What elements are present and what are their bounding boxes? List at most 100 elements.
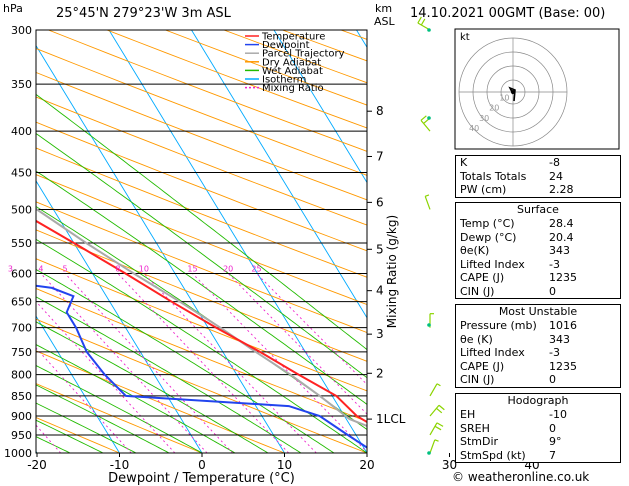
wet-adiabat-line	[36, 384, 170, 453]
wind-barb	[429, 422, 438, 436]
hodograph-ring-label: 10	[499, 94, 509, 103]
asl-unit-label: ASL	[374, 15, 395, 28]
table-row: CAPE (J) 1235	[456, 271, 620, 285]
row-key: Lifted Index	[460, 346, 525, 359]
most-unstable-table: Most Unstable Pressure (mb) 1016 θe (K) 343 L…	[455, 304, 621, 388]
table-row: Temp (°C) 28.4	[456, 217, 620, 231]
x-tick-label: 20	[359, 458, 374, 472]
pressure-tick-label: 850	[11, 390, 32, 403]
km-tick-label: 7	[376, 149, 384, 163]
row-value: 28.4	[549, 217, 574, 230]
isotherm-line	[273, 30, 367, 184]
x-tick-label: 10	[277, 458, 292, 472]
hodograph-ring-label: 20	[489, 104, 499, 113]
legend-label: Isotherm	[262, 75, 306, 86]
dry-adiabat-line	[36, 96, 367, 226]
plot-area	[36, 30, 367, 453]
wind-barb-flag	[434, 439, 439, 442]
row-value: 1235	[549, 359, 577, 373]
wind-barb-flag	[434, 425, 442, 431]
isotherm-line	[108, 30, 367, 453]
row-value: 1235	[549, 271, 577, 284]
dry-adiabat-line	[36, 71, 367, 201]
row-value: -8	[549, 156, 560, 169]
table-row: CIN (J) 0	[456, 285, 620, 299]
wind-barb-flag	[436, 422, 444, 427]
dry-adiabat-line	[36, 47, 367, 176]
wind-barb-flag	[417, 16, 422, 24]
wind-barb-flag	[436, 383, 441, 387]
dry-adiabat-line	[36, 121, 367, 252]
mixing-ratio-line	[40, 273, 208, 453]
wind-marker	[427, 28, 431, 32]
mixing-ratio-label: 20	[223, 265, 233, 274]
isotherm-line	[36, 315, 120, 453]
x-tick-label: 0	[198, 458, 206, 472]
table-row: Dewp (°C) 20.4	[456, 231, 620, 245]
mixing-ratio-line	[64, 273, 234, 453]
legend-label: Dewpoint	[262, 40, 310, 51]
table-row: CIN (J) 0	[456, 373, 620, 387]
pressure-tick-label: 600	[11, 268, 32, 281]
wind-barb	[429, 439, 436, 454]
legend-label: Mixing Ratio	[262, 83, 324, 94]
mixing-ratio-line	[192, 273, 367, 453]
hodograph-center	[511, 90, 515, 94]
table-row: θe(K) 343	[456, 244, 620, 258]
isotherm-line	[191, 30, 367, 319]
credit-text: © weatheronline.co.uk	[452, 470, 590, 484]
row-key: Pressure (mb)	[460, 319, 537, 332]
wet-adiabat-line	[36, 205, 367, 431]
row-value: 0	[549, 421, 556, 435]
row-value: 20.4	[549, 230, 574, 244]
mixing-ratio-label: 5	[63, 265, 68, 274]
mixing-ratio-label: 4	[38, 265, 43, 274]
wet-adiabat-line	[36, 365, 203, 453]
pressure-tick-label: 550	[11, 237, 32, 250]
hodograph-ring-label: 30	[479, 114, 489, 123]
station-location: 25°45'N 279°23'W 3m ASL	[56, 6, 231, 21]
table-row: CAPE (J) 1235	[456, 360, 620, 374]
wind-barb-flag	[425, 194, 430, 197]
legend-label: Parcel Trajectory	[262, 49, 345, 60]
mixing-ratio-line	[256, 273, 367, 386]
km-tick-label: 3	[376, 327, 384, 341]
dry-adiabat-line	[36, 350, 285, 453]
row-value: 343	[549, 332, 570, 346]
mixing-ratio-label: 25	[251, 265, 261, 274]
row-value: 343	[549, 244, 570, 257]
hpa-unit-label: hPa	[3, 2, 23, 15]
pressure-tick-label: 700	[11, 322, 32, 335]
wet-adiabat-line	[36, 344, 236, 453]
row-key: Temp (°C)	[460, 217, 515, 230]
row-value: 1016	[549, 319, 577, 332]
dewpoint-line	[36, 284, 367, 449]
wind-barb	[420, 119, 431, 132]
wind-barb-flag	[420, 115, 427, 121]
row-key: SREH	[460, 421, 490, 435]
table-row: PW (cm) 2.28	[456, 183, 620, 197]
pressure-tick-label: 1000	[4, 447, 32, 460]
table-row: Lifted Index -3	[456, 346, 620, 360]
table-row: SREH 0	[456, 422, 620, 436]
row-value: 0	[549, 284, 556, 298]
x-axis-label: Dewpoint / Temperature (°C)	[108, 471, 295, 486]
km-tick-label: 2	[376, 366, 384, 380]
table-row: StmSpd (kt) 7	[456, 449, 620, 463]
km-tick-label: 8	[376, 104, 384, 118]
pressure-tick-label: 450	[11, 166, 32, 179]
forecast-datetime: 14.10.2021 00GMT (Base: 00)	[410, 6, 606, 21]
pressure-tick-label: 650	[11, 296, 32, 309]
legend-label: Temperature	[261, 32, 325, 43]
hodograph-ring-label: 40	[469, 124, 479, 133]
pressure-tick-label: 350	[11, 78, 32, 91]
row-key: CIN (J)	[460, 373, 495, 386]
wind-barb-flag	[436, 407, 443, 414]
row-value: -10	[549, 408, 567, 421]
wind-barb	[429, 383, 438, 397]
pressure-tick-label: 950	[11, 429, 32, 442]
legend-label: Dry Adiabat	[262, 57, 321, 68]
wind-barb-flag	[423, 118, 430, 124]
dry-adiabat-line	[36, 318, 367, 453]
table-row: Lifted Index -3	[456, 258, 620, 272]
